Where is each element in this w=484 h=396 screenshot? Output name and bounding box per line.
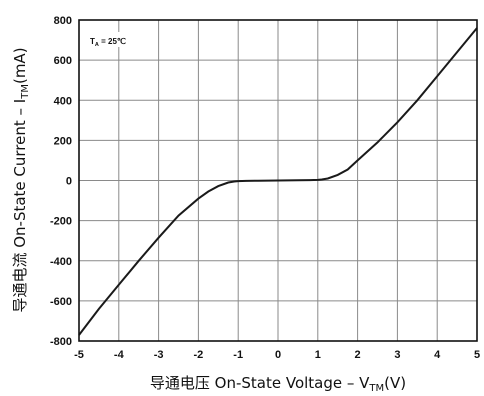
y-axis-title-prefix: 导通电流 On-State Current – I — [11, 99, 29, 313]
plot-frame — [78, 19, 478, 342]
y-tick-label: 200 — [54, 135, 72, 147]
x-tick-labels: -5 -4 -3 -2 -1 0 1 2 3 4 5 — [74, 349, 480, 361]
annotation-ta: TA = 25℃ — [87, 32, 149, 48]
y-tick-label: 400 — [54, 95, 72, 107]
x-axis-title-prefix: 导通电压 On-State Voltage – V — [150, 374, 370, 392]
y-axis-title: 导通电流 On-State Current – ITM(mA) — [11, 47, 31, 312]
annotation-sub: A — [95, 42, 99, 48]
x-tick-label: -5 — [74, 349, 84, 361]
y-tick-labels: -800 -600 -400 -200 0 200 400 600 800 — [50, 15, 72, 348]
y-tick-label: -400 — [50, 256, 72, 268]
annotation-suffix: = 25℃ — [99, 37, 126, 46]
x-tick-label: 4 — [434, 349, 441, 361]
x-tick-label: -4 — [114, 349, 125, 361]
x-tick-label: 3 — [394, 349, 400, 361]
x-axis-title: 导通电压 On-State Voltage – VTM(V) — [150, 374, 406, 394]
y-tick-label: -200 — [50, 216, 72, 228]
y-tick-label: 0 — [66, 176, 72, 188]
x-tick-label: 1 — [315, 349, 321, 361]
x-axis-title-sub: TM — [368, 383, 384, 394]
series-layer — [78, 27, 478, 336]
x-axis-title-suffix: (V) — [384, 374, 406, 392]
y-tick-label: 600 — [54, 55, 72, 67]
y-tick-label: 800 — [54, 15, 72, 27]
x-tick-label: 2 — [355, 349, 361, 361]
y-axis-title-suffix: (mA) — [11, 47, 29, 84]
svg-text:TA = 25℃: TA = 25℃ — [90, 37, 126, 48]
y-axis-title-sub: TM — [20, 84, 31, 100]
x-tick-label: 5 — [474, 349, 480, 361]
y-tick-label: -800 — [50, 336, 72, 348]
series-line-0 — [78, 27, 478, 336]
x-tick-label: -1 — [233, 349, 243, 361]
x-tick-label: 0 — [275, 349, 281, 361]
annotation-prefix: T — [90, 37, 95, 46]
x-tick-label: -3 — [154, 349, 164, 361]
y-tick-label: -600 — [50, 296, 72, 308]
x-tick-label: -2 — [194, 349, 204, 361]
